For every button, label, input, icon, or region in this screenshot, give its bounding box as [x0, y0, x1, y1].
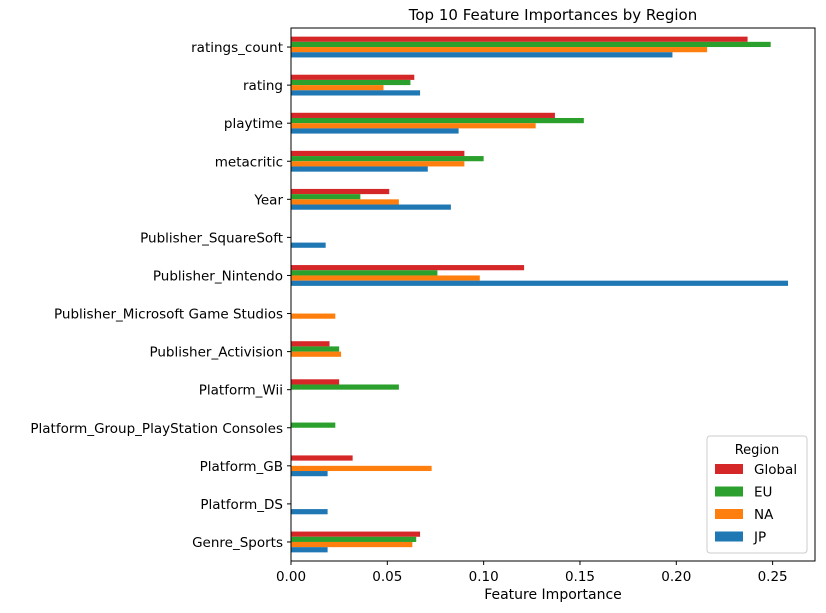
- y-tick-label: Year: [253, 192, 283, 208]
- bar-jp-4: [291, 204, 451, 210]
- legend-swatch-jp: [715, 531, 743, 542]
- bar-na-13: [291, 541, 413, 548]
- bar-global-9: [291, 379, 340, 385]
- bar-jp-6: [291, 280, 789, 286]
- bar-jp-5: [291, 242, 326, 248]
- legend-label-global: Global: [754, 462, 797, 478]
- legend: Region Global EU NA JP: [706, 435, 808, 554]
- bar-eu-10: [291, 422, 336, 428]
- bar-eu-4: [291, 194, 361, 200]
- bar-na-8: [291, 351, 342, 357]
- bar-eu-1: [291, 79, 411, 86]
- y-tick-label: metacritic: [215, 154, 283, 170]
- y-tick-label: Publisher_Nintendo: [153, 268, 283, 284]
- bar-na-6: [291, 275, 480, 281]
- y-tick-label: Platform_DS: [200, 497, 283, 513]
- y-tick-label: Publisher_SquareSoft: [140, 230, 283, 246]
- bar-global-13: [291, 531, 421, 537]
- x-tick-label: 0.10: [469, 569, 499, 585]
- bar-eu-3: [291, 156, 484, 162]
- bar-eu-0: [291, 41, 771, 48]
- bar-global-6: [291, 265, 525, 271]
- bar-jp-13: [291, 547, 328, 553]
- y-tick-label: Platform_Group_PlayStation Consoles: [30, 421, 283, 437]
- x-tick-label: 0.25: [758, 569, 788, 585]
- x-tick-label: 0.15: [565, 569, 595, 585]
- bar-global-2: [291, 112, 555, 118]
- legend-swatch-na: [715, 509, 743, 519]
- bar-jp-0: [291, 52, 673, 58]
- bar-na-2: [291, 123, 536, 129]
- bar-eu-2: [291, 117, 584, 124]
- y-tick-label: playtime: [224, 116, 283, 132]
- y-tick-label: ratings_count: [191, 40, 283, 56]
- plot-frame: [290, 27, 816, 562]
- y-tick-label: rating: [243, 78, 283, 94]
- bar-jp-12: [291, 509, 328, 515]
- bar-na-0: [291, 47, 708, 53]
- x-tick-label: 0.20: [661, 569, 691, 585]
- y-tick-label: Platform_GB: [200, 459, 283, 475]
- y-tick-label: Platform_Wii: [199, 383, 283, 399]
- chart-title: Top 10 Feature Importances by Region: [408, 6, 697, 24]
- bar-na-4: [291, 199, 399, 205]
- x-tick-label: 0.00: [276, 569, 306, 585]
- bar-jp-2: [291, 128, 459, 134]
- bar-eu-8: [291, 346, 340, 352]
- bar-global-4: [291, 188, 390, 195]
- x-axis-label: Feature Importance: [484, 587, 622, 603]
- bar-global-11: [291, 455, 353, 461]
- bar-eu-13: [291, 536, 417, 542]
- bars-layer: [291, 36, 789, 553]
- legend-swatch-global: [715, 464, 743, 474]
- bar-na-11: [291, 465, 432, 472]
- bar-na-3: [291, 161, 465, 167]
- bar-jp-11: [291, 471, 328, 477]
- bar-jp-1: [291, 90, 421, 96]
- bar-global-0: [291, 36, 748, 42]
- bar-eu-6: [291, 270, 438, 276]
- bar-na-7: [291, 313, 336, 319]
- bar-global-3: [291, 150, 465, 157]
- legend-swatch-eu: [715, 486, 743, 497]
- bar-global-8: [291, 341, 330, 347]
- y-tick-label: Publisher_Activision: [149, 345, 283, 361]
- legend-items: Global EU NA JP: [715, 462, 797, 546]
- legend-label-eu: EU: [754, 485, 772, 501]
- bar-na-1: [291, 85, 384, 91]
- legend-title: Region: [735, 443, 780, 458]
- y-tick-label: Publisher_Microsoft Game Studios: [54, 307, 283, 323]
- bar-eu-9: [291, 384, 399, 390]
- legend-label-jp: JP: [753, 530, 766, 546]
- legend-label-na: NA: [754, 507, 774, 523]
- y-tick-label: Genre_Sports: [192, 535, 283, 551]
- bar-jp-3: [291, 166, 428, 172]
- x-tick-label: 0.05: [372, 569, 402, 585]
- x-axis-ticks: 0.00 0.05 0.10 0.15 0.20 0.25: [276, 561, 788, 585]
- bar-global-1: [291, 74, 415, 80]
